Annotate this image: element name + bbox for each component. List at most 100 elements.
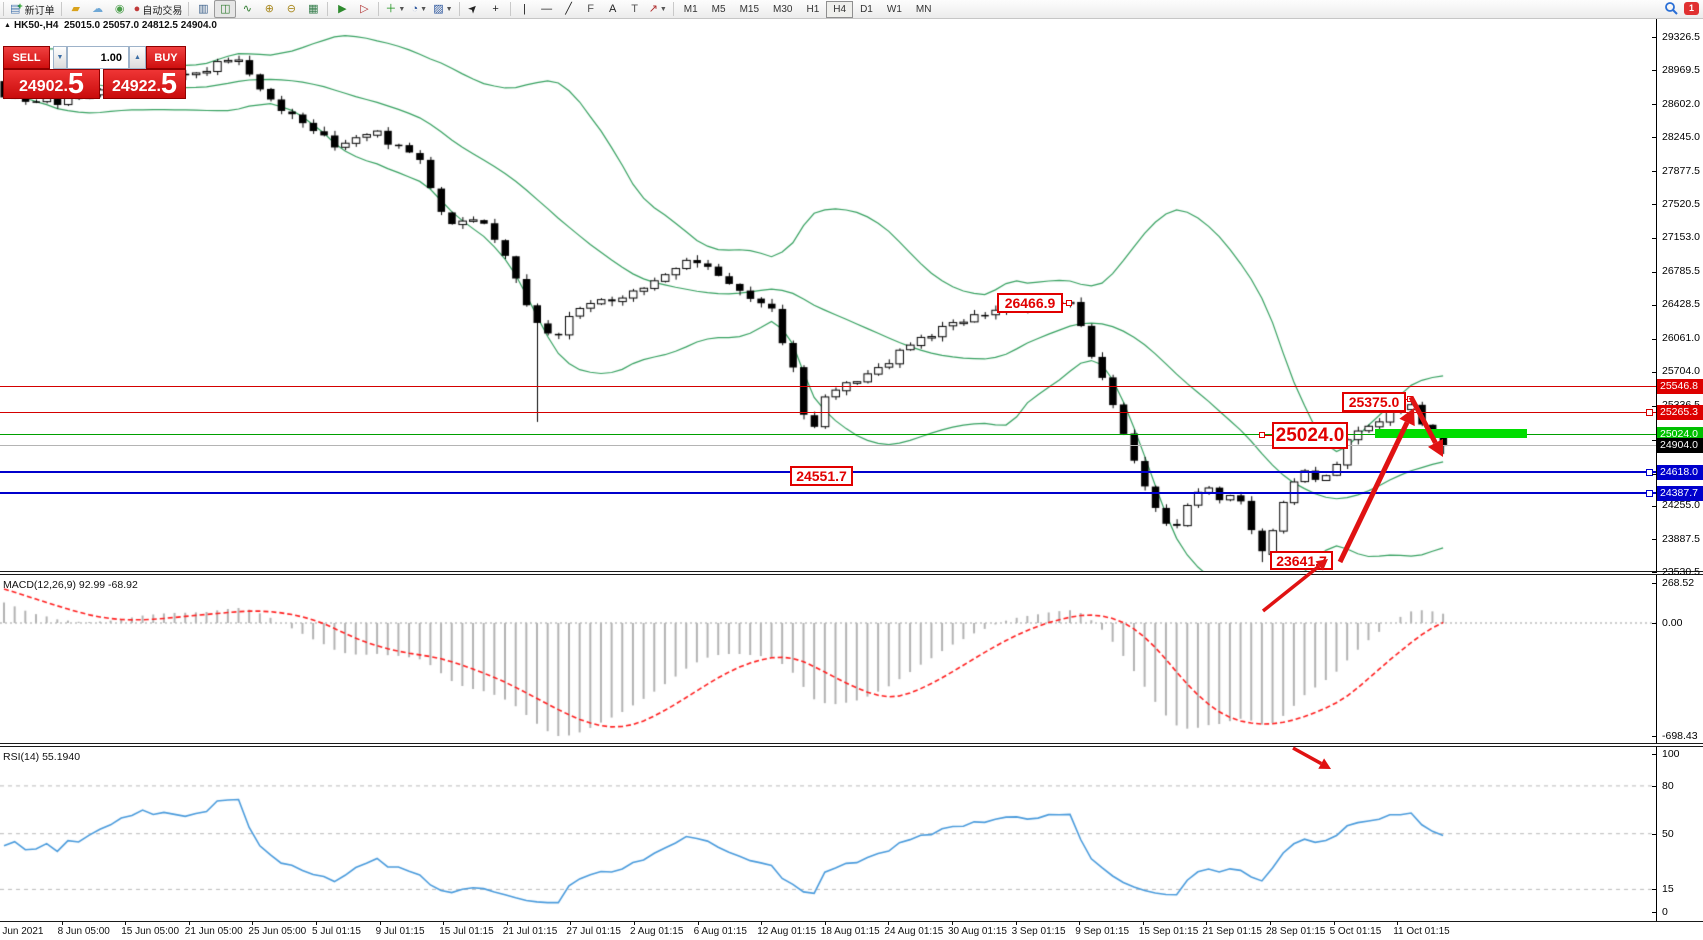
pivot-line-25024[interactable] bbox=[0, 433, 1656, 436]
notification-icon[interactable]: 1 bbox=[1684, 1, 1699, 15]
toolbar-right-icons: 1 bbox=[1664, 1, 1699, 15]
autotrade-button[interactable]: ● 自动交易 bbox=[131, 0, 186, 18]
price-tick-mark bbox=[1652, 137, 1657, 139]
toolbar-separator bbox=[327, 2, 329, 16]
cursor-tool[interactable]: ➤ bbox=[463, 0, 485, 18]
macd-panel-separator[interactable] bbox=[0, 571, 1703, 575]
timeframe-m15-button[interactable]: M15 bbox=[739, 3, 760, 15]
label-tool[interactable]: T bbox=[624, 0, 646, 18]
timeframe-m5-button[interactable]: M5 bbox=[711, 3, 726, 15]
time-axis-tick bbox=[1206, 921, 1208, 925]
price-tick-mark bbox=[1652, 204, 1657, 205]
toolbar-separator bbox=[60, 2, 62, 16]
price-annotation-label[interactable]: 26466.9 bbox=[997, 293, 1063, 313]
sell-price-button[interactable]: 24902. 5 bbox=[3, 69, 100, 99]
current-price-line[interactable] bbox=[0, 445, 1656, 447]
annotation-anchor-handle[interactable] bbox=[1407, 396, 1413, 402]
templates-button-glyph: ▨ bbox=[433, 2, 444, 15]
candlestick-chart-icon-glyph: ◫ bbox=[220, 2, 231, 15]
new-order-button[interactable]: ▤ + 新订单 bbox=[7, 0, 58, 18]
resistance-line-25546[interactable] bbox=[0, 385, 1656, 387]
macd-axis-label: 268.52 bbox=[1662, 577, 1695, 589]
volume-down-button[interactable]: ▼ bbox=[53, 46, 67, 69]
indicators-button[interactable]: ＋ ▼ bbox=[382, 0, 408, 18]
candlestick-chart-icon[interactable]: ◫ bbox=[214, 0, 237, 18]
price-tick-mark bbox=[1652, 539, 1657, 541]
cloud-icon-glyph: ☁ bbox=[92, 2, 104, 15]
gold-icon[interactable]: ▰ bbox=[65, 0, 87, 18]
support-line-24387-handle[interactable] bbox=[1646, 489, 1653, 497]
timeframe-d1-button[interactable]: D1 bbox=[860, 3, 873, 15]
zoom-in-button[interactable]: ⊕ bbox=[258, 0, 280, 18]
time-axis-label: 27 Jul 01:15 bbox=[566, 926, 621, 937]
price-tick-label: 23887.5 bbox=[1662, 532, 1700, 545]
macd-tick-mark bbox=[1652, 583, 1657, 584]
timeframe-w1-button[interactable]: W1 bbox=[886, 3, 902, 15]
price-annotation-label[interactable]: 24551.7 bbox=[790, 466, 853, 486]
label-tool-glyph: T bbox=[631, 2, 638, 15]
hline-tool[interactable]: — bbox=[536, 0, 558, 18]
time-axis-tick bbox=[379, 921, 381, 925]
price-axis-line[interactable] bbox=[1656, 18, 1657, 922]
price-annotation-label[interactable]: 25024.0 bbox=[1272, 422, 1348, 449]
green-trend-segment[interactable] bbox=[1375, 429, 1527, 438]
price-tick-label: 27877.5 bbox=[1662, 164, 1700, 177]
crosshair-tool[interactable]: + bbox=[485, 0, 507, 18]
volume-up-button[interactable]: ▲ bbox=[129, 46, 146, 69]
resistance-line-25265[interactable] bbox=[0, 411, 1656, 413]
search-icon[interactable] bbox=[1664, 1, 1678, 15]
price-tick-mark bbox=[1652, 171, 1657, 172]
autoscroll-icon[interactable]: ▶ bbox=[331, 0, 353, 18]
annotation-anchor-handle[interactable] bbox=[1066, 300, 1072, 306]
rsi-panel-separator[interactable] bbox=[0, 743, 1703, 747]
line-chart-icon[interactable]: ∿ bbox=[236, 0, 258, 18]
text-tool[interactable]: A bbox=[602, 0, 624, 18]
buy-button[interactable]: BUY bbox=[146, 46, 186, 69]
macd-indicator-label: MACD(12,26,9) 92.99 -68.92 bbox=[3, 579, 138, 591]
arrows-tool[interactable]: ↗ ▼ bbox=[646, 0, 670, 18]
macd-tick-mark bbox=[1652, 623, 1657, 624]
timeframe-h4-button[interactable]: H4 bbox=[826, 0, 854, 18]
time-axis-label: 12 Aug 01:15 bbox=[757, 926, 817, 937]
price-annotation-label[interactable]: 25375.0 bbox=[1342, 392, 1406, 412]
support-line-24387[interactable] bbox=[0, 492, 1656, 495]
timeframe-m1-button[interactable]: M1 bbox=[683, 3, 698, 15]
time-axis-tick bbox=[1333, 921, 1335, 925]
support-line-24618-handle[interactable] bbox=[1646, 468, 1653, 476]
new-order-button-glyph: ▤ bbox=[10, 2, 21, 15]
annotation-connector bbox=[1063, 303, 1068, 304]
periods-button[interactable]: ◔ ▼ bbox=[408, 0, 430, 18]
price-annotation-label[interactable]: 23641.7 bbox=[1270, 551, 1333, 570]
trendline-tool[interactable]: ╱ bbox=[558, 0, 580, 18]
chart-shift-icon[interactable]: ▷ bbox=[353, 0, 375, 18]
volume-input[interactable] bbox=[67, 46, 129, 69]
timeframe-h1-button[interactable]: H1 bbox=[806, 3, 820, 15]
templates-button[interactable]: ▨ ▼ bbox=[430, 0, 455, 18]
buy-price-button[interactable]: 24922. 5 bbox=[103, 69, 186, 99]
price-tick-mark bbox=[1652, 237, 1657, 239]
fibo-tool[interactable]: F bbox=[580, 0, 602, 18]
signal-icon[interactable]: ◉ bbox=[109, 0, 131, 18]
text-tool-glyph: A bbox=[608, 2, 617, 15]
time-axis-label: 21 Jun 05:00 bbox=[184, 926, 243, 937]
gold-icon-glyph: ▰ bbox=[71, 2, 80, 15]
symbol-name: HK50-,H4 bbox=[13, 20, 59, 31]
new-order-button-label: 新订单 bbox=[24, 5, 55, 17]
price-tick-mark bbox=[1652, 572, 1657, 574]
signal-icon-glyph: ◉ bbox=[114, 2, 125, 15]
time-axis-label: 21 Jul 01:15 bbox=[502, 926, 558, 937]
price-tick-label: 26428.5 bbox=[1662, 298, 1700, 311]
timeframe-m30-button[interactable]: M30 bbox=[773, 3, 793, 15]
sell-button[interactable]: SELL bbox=[3, 46, 50, 69]
annotation-anchor-handle[interactable] bbox=[1259, 432, 1265, 438]
time-axis-label: 2 Aug 01:15 bbox=[630, 926, 684, 937]
zoom-out-button[interactable]: ⊖ bbox=[280, 0, 302, 18]
bar-chart-icon[interactable]: ▥ bbox=[192, 0, 214, 18]
cloud-icon[interactable]: ☁ bbox=[87, 0, 109, 18]
resistance-line-25265-handle[interactable] bbox=[1646, 408, 1653, 416]
time-axis-label: 11 Oct 01:15 bbox=[1393, 926, 1450, 937]
tile-windows-icon[interactable]: ▦ bbox=[302, 0, 324, 18]
timeframe-mn-button[interactable]: MN bbox=[915, 3, 932, 15]
vline-tool[interactable]: | bbox=[514, 0, 536, 18]
